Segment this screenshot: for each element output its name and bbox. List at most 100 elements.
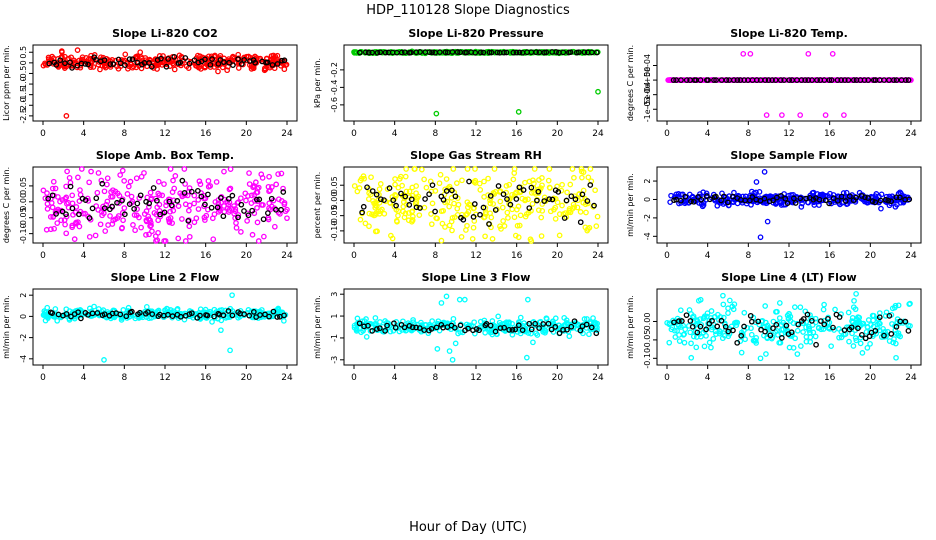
data-point-black — [432, 208, 438, 215]
data-point-black — [741, 323, 747, 330]
data-point — [547, 185, 553, 191]
data-point — [577, 209, 584, 215]
data-point — [276, 308, 283, 315]
data-point — [191, 192, 198, 199]
data-point — [522, 196, 529, 203]
data-point-black — [678, 197, 684, 204]
data-point-black — [241, 208, 247, 214]
data-point — [729, 303, 736, 310]
data-point — [701, 343, 708, 350]
data-point-black — [229, 192, 236, 199]
x-tick-label: 0 — [664, 373, 670, 383]
data-point — [88, 168, 94, 175]
panel-ylabel: ml/min per min. — [2, 295, 11, 359]
data-point — [351, 324, 358, 331]
data-point — [351, 183, 358, 189]
panel-title: Slope Li-820 Pressure — [408, 27, 543, 40]
x-tick-label: 12 — [783, 373, 794, 383]
data-point — [501, 223, 508, 229]
data-point-black — [241, 311, 247, 317]
data-point-black — [146, 200, 153, 207]
data-point-black — [443, 188, 450, 194]
data-point-black — [689, 323, 696, 330]
data-point-black — [165, 56, 171, 62]
data-point — [403, 166, 409, 172]
data-point-black — [816, 196, 823, 203]
panel-title: Slope Line 2 Flow — [111, 271, 220, 284]
panel-7: Slope Line 2 Flow ml/min per min. 0 4 8 12 16 2… — [2, 271, 298, 383]
data-point-black — [382, 49, 389, 56]
data-point-black — [512, 326, 519, 333]
data-point — [377, 319, 383, 325]
data-point-black — [177, 313, 184, 320]
x-tick-label: 0 — [664, 251, 670, 261]
data-point — [377, 181, 384, 187]
x-tick-label: 0 — [664, 129, 670, 139]
data-point-black — [671, 319, 677, 326]
data-point-black — [281, 312, 287, 319]
data-point — [489, 331, 496, 338]
data-point-black — [591, 202, 597, 209]
panel-2: Slope Li-820 Pressure kPa per min. 0 4 8 12 16… — [313, 27, 609, 139]
data-point — [668, 77, 674, 83]
x-tick-label: 24 — [592, 373, 604, 383]
data-point — [416, 212, 423, 219]
data-point-black — [390, 197, 397, 204]
data-point-black — [705, 77, 711, 83]
x-tick-label: 12 — [783, 129, 794, 139]
outlier-point — [438, 300, 445, 306]
data-point — [147, 189, 154, 196]
panel-title: Slope Line 4 (LT) Flow — [721, 271, 856, 284]
data-point-black — [49, 192, 56, 199]
data-point-black — [454, 49, 461, 55]
data-point — [449, 215, 456, 221]
y-tick-label: -0.10 — [19, 223, 28, 244]
data-point — [398, 173, 404, 180]
data-point-black — [709, 317, 715, 324]
data-point — [148, 222, 154, 229]
y-tick-label: -0.05 — [643, 330, 652, 351]
panel-title: Slope Amb. Box Temp. — [96, 149, 234, 162]
data-point — [137, 312, 144, 319]
outlier-point — [757, 234, 764, 241]
data-point — [566, 333, 573, 340]
data-point-black — [772, 77, 779, 83]
data-point — [568, 321, 574, 328]
y-tick-label: -0.6 — [330, 97, 339, 113]
data-point — [546, 166, 553, 172]
data-point-black — [826, 200, 832, 207]
data-point — [357, 216, 364, 223]
y-tick-label: -1 — [330, 334, 339, 342]
data-point — [212, 199, 219, 205]
data-point — [232, 215, 238, 221]
data-point-black — [119, 197, 125, 204]
data-point-black — [117, 311, 124, 318]
data-point — [284, 215, 290, 222]
data-point-black — [540, 321, 547, 327]
data-point — [266, 173, 272, 180]
y-tick-label: -2 — [19, 334, 28, 342]
data-point — [418, 319, 424, 326]
data-point-black — [535, 188, 542, 195]
data-point — [245, 307, 252, 313]
data-point-black — [63, 211, 69, 218]
data-point-black — [49, 310, 56, 316]
data-point — [690, 333, 697, 340]
data-point-black — [503, 49, 510, 56]
data-point-black — [845, 77, 852, 83]
data-point-black — [783, 322, 790, 329]
data-point — [421, 204, 428, 211]
data-point — [52, 306, 59, 312]
data-point-black — [89, 205, 96, 212]
y-tick-label: 0 — [19, 314, 28, 319]
outlier-point — [218, 327, 224, 334]
x-tick-label: 20 — [552, 373, 564, 383]
data-point — [545, 177, 552, 184]
data-point — [361, 175, 367, 182]
x-tick-label: 12 — [783, 251, 794, 261]
data-point — [241, 54, 247, 61]
data-point — [693, 344, 700, 351]
data-point — [271, 223, 278, 230]
data-point — [451, 200, 457, 207]
data-point-black — [185, 218, 192, 224]
